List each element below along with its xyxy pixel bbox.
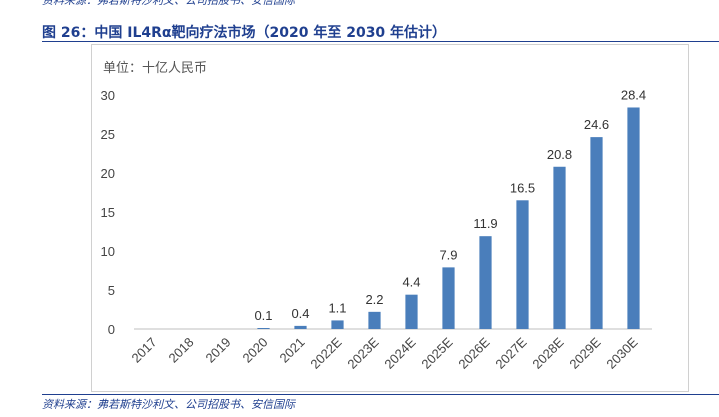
data-label-2026E: 11.9 bbox=[473, 216, 497, 231]
data-label-2029E: 24.6 bbox=[584, 117, 609, 132]
x-tick-label: 2025E bbox=[418, 334, 455, 371]
y-tick-label: 5 bbox=[108, 283, 115, 298]
y-tick-label: 30 bbox=[101, 88, 115, 103]
x-axis: 2017 2018 2019 2020 2021 2022E 2023E 2024E 2025E… bbox=[129, 334, 641, 371]
y-tick-label: 20 bbox=[101, 166, 115, 181]
x-tick-label: 2030E bbox=[603, 334, 640, 371]
x-tick-label: 2020 bbox=[240, 335, 271, 366]
bar-2028E bbox=[553, 166, 566, 329]
y-tick-label: 25 bbox=[101, 127, 115, 142]
data-labels: 0.1 0.4 1.1 2.2 4.4 7.9 11.9 16.5 20.8 24.6 28.4 bbox=[254, 87, 646, 323]
bar-2026E bbox=[479, 236, 492, 329]
data-label-2023E: 2.2 bbox=[365, 292, 383, 307]
figure-source: 资料来源：弗若斯特沙利文、公司招股书、安信国际 bbox=[42, 398, 295, 411]
y-axis: 0 5 10 15 20 25 30 bbox=[101, 88, 115, 337]
data-label-2022E: 1.1 bbox=[328, 300, 346, 315]
data-label-2021: 0.4 bbox=[291, 306, 309, 321]
x-tick-label: 2018 bbox=[166, 335, 197, 366]
bar-2020 bbox=[257, 328, 270, 329]
bar-2021 bbox=[294, 325, 307, 329]
x-tick-label: 2017 bbox=[129, 335, 160, 366]
y-tick-label: 10 bbox=[101, 244, 115, 259]
x-tick-label: 2019 bbox=[203, 335, 234, 366]
top-source-note: 资料来源：弗若斯特沙利文、公司招股书、安信国际 bbox=[42, 0, 295, 7]
data-label-2027E: 16.5 bbox=[510, 180, 535, 195]
bar-2029E bbox=[590, 137, 603, 329]
bar-2025E bbox=[442, 267, 455, 329]
chart-frame bbox=[91, 44, 689, 392]
bar-series bbox=[257, 107, 640, 329]
x-tick-label: 2027E bbox=[492, 334, 529, 371]
figure-title: 图 26：中国 IL4Rα靶向疗法市场（2020 年至 2030 年估计） bbox=[42, 25, 447, 41]
x-tick-label: 2024E bbox=[381, 334, 418, 371]
source-rule bbox=[42, 394, 719, 395]
bar-2030E bbox=[627, 107, 640, 329]
x-tick-label: 2023E bbox=[344, 334, 381, 371]
bar-2023E bbox=[368, 311, 381, 329]
x-tick-label: 2028E bbox=[529, 334, 566, 371]
x-tick-label: 2022E bbox=[307, 334, 344, 371]
x-tick-label: 2029E bbox=[566, 334, 603, 371]
x-tick-label: 2021 bbox=[277, 335, 308, 366]
x-tick-label: 2026E bbox=[455, 334, 492, 371]
bar-2027E bbox=[516, 200, 529, 329]
y-tick-label: 15 bbox=[101, 205, 115, 220]
data-label-2020: 0.1 bbox=[254, 308, 272, 323]
y-tick-label: 0 bbox=[108, 322, 115, 337]
title-rule bbox=[42, 41, 719, 42]
bar-2024E bbox=[405, 294, 418, 329]
data-label-2025E: 7.9 bbox=[439, 247, 457, 262]
bar-2022E bbox=[331, 320, 344, 329]
data-label-2030E: 28.4 bbox=[621, 87, 646, 102]
data-label-2028E: 20.8 bbox=[547, 147, 572, 162]
unit-label: 单位：十亿人民币 bbox=[103, 61, 207, 76]
data-label-2024E: 4.4 bbox=[402, 275, 420, 290]
